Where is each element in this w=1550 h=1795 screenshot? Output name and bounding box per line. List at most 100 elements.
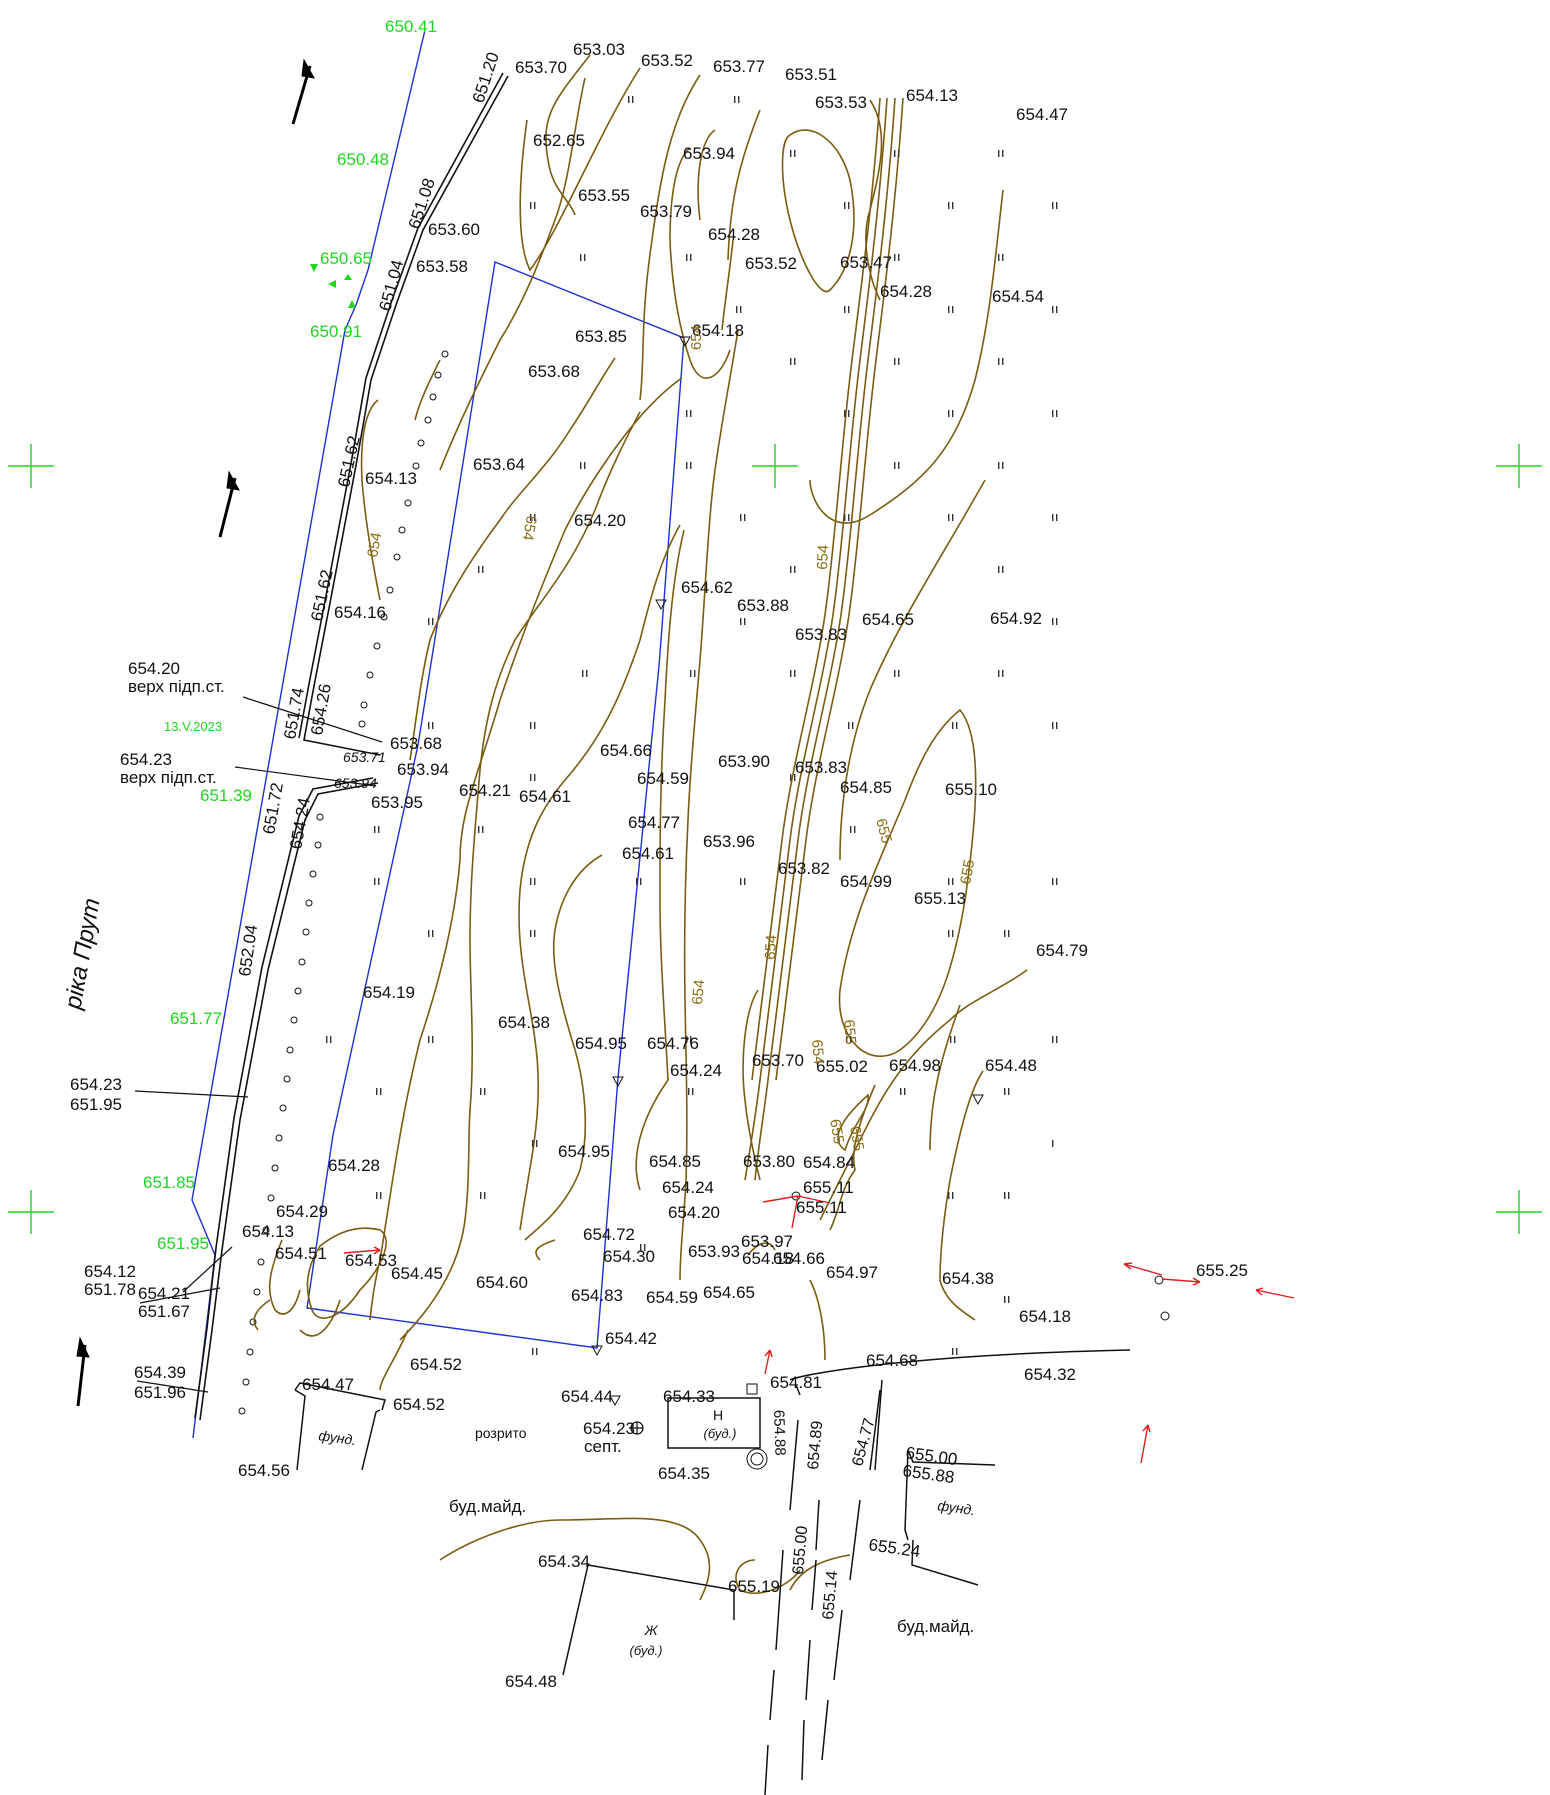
survey-boundary-line: [306, 261, 685, 1349]
wall-marks: 651.20 651.08 651.04 651.62 651.62 651.7…: [235, 50, 503, 978]
elevation: 654.51: [275, 1244, 327, 1263]
elevation: 654.28: [708, 225, 760, 244]
leader-lines: [134, 696, 383, 1393]
elevation: 654.48: [985, 1056, 1037, 1075]
elevation: 655.13: [914, 889, 966, 908]
elevation: 654.44: [561, 1387, 613, 1406]
contour-label: 655: [840, 1019, 859, 1045]
contour-label: 655: [872, 817, 895, 846]
elevation: 654.92: [990, 609, 1042, 628]
elevation: 654.98: [889, 1056, 941, 1075]
elevation: 654.35: [658, 1464, 710, 1483]
elevation: 653.47: [840, 253, 892, 272]
contour-label: 655: [846, 1125, 867, 1153]
elevation: 653.80: [743, 1152, 795, 1171]
contour-label: 654: [762, 934, 780, 960]
wall-mark: 651.62: [334, 434, 363, 489]
elevation: 655.11: [796, 1198, 847, 1217]
elevation: 654.20: [574, 511, 626, 530]
water-level: 650.41: [385, 17, 437, 36]
construction-site-1: буд.майд.: [449, 1497, 526, 1516]
embankment-dots: [238, 350, 449, 1415]
elevation: 653.85: [575, 327, 627, 346]
wall-mark: 651.62: [307, 568, 336, 623]
pair-bottom: 651.95: [70, 1095, 122, 1114]
elevation: 654.29: [276, 1202, 328, 1221]
elevation: 654.42: [605, 1329, 657, 1348]
elevation: 654.77: [628, 813, 680, 832]
elevation: 654.61: [519, 787, 571, 806]
elevation: 654.79: [1036, 941, 1088, 960]
elevation: 653.95: [371, 793, 423, 812]
elevation: 653.83: [795, 758, 847, 777]
building-zh-label: Ж: [644, 1622, 659, 1638]
green-markers: [310, 264, 356, 308]
elevation: 653.60: [428, 220, 480, 239]
elevation: 654.65: [703, 1283, 755, 1302]
elevation: 653.03: [573, 40, 625, 59]
elevation: 653.96: [703, 832, 755, 851]
support-wall-annotation-1: 654.20 верх підп.ст.: [128, 659, 225, 696]
structures: [294, 1349, 1131, 1795]
elevation: 654.23: [583, 1419, 635, 1438]
elevation: 654.38: [498, 1013, 550, 1032]
contour-label: 654: [814, 544, 832, 570]
elevation: 654.61: [622, 844, 674, 863]
elevation-pair-3: 654.21 651.67: [138, 1284, 190, 1321]
elevation: 653.52: [641, 51, 693, 70]
elevation: 654.33: [663, 1387, 715, 1406]
elevation: 654.24: [662, 1178, 714, 1197]
elevation: 654.45: [391, 1264, 443, 1283]
hatch-icon: [746, 1383, 768, 1470]
river-label: ріка Прут: [59, 896, 105, 1012]
elevation: 654.16: [334, 603, 386, 622]
elevation: 654.60: [476, 1273, 528, 1292]
elevation: 653.97: [741, 1232, 793, 1251]
elevation-pair-2: 654.12 651.78: [84, 1262, 136, 1299]
contour-label: 654: [519, 514, 540, 542]
elevation: 654.65: [862, 610, 914, 629]
elevation: 653.58: [416, 257, 468, 276]
elevation: 654.59: [637, 769, 689, 788]
contour-label: 654: [688, 325, 705, 350]
elevation: 653.79: [640, 202, 692, 221]
elevation: 654.72: [583, 1225, 635, 1244]
elevation: 654.34: [538, 1552, 590, 1571]
elevation: 655.10: [945, 780, 997, 799]
elevation-pair-4: 654.39 651.96: [134, 1363, 186, 1402]
elevation-labels: 653.70 653.03 653.52 653.77 653.51 653.5…: [238, 40, 1248, 1691]
elevation: 654.85: [840, 778, 892, 797]
dug-label: розрито: [475, 1425, 527, 1441]
water-level: 651.85: [143, 1173, 195, 1192]
contour-label: 654: [364, 531, 385, 559]
elevation: 653.68: [528, 362, 580, 381]
elevation: 653.90: [718, 752, 770, 771]
pair-top: 654.39: [134, 1363, 186, 1382]
elevation: 654.19: [363, 983, 415, 1002]
elevation: 654.47: [302, 1375, 354, 1394]
contour-lines: [253, 54, 1028, 1601]
elevation: 654.66: [773, 1249, 825, 1268]
water-level-labels: 650.41 650.48 650.65 650.91 651.39 651.7…: [143, 17, 437, 1253]
elevation: 654.47: [1016, 105, 1068, 124]
wall-mark: 651.72: [259, 781, 287, 836]
elevation-pair-1: 654.23 651.95: [70, 1075, 122, 1114]
pair-bottom: 651.96: [134, 1383, 186, 1402]
building-n-sub: (буд.): [704, 1426, 737, 1441]
water-level: 650.91: [310, 322, 362, 341]
elevation: 653.88: [737, 596, 789, 615]
wall-mark: 653.94: [334, 775, 377, 791]
support-wall-annotation-2: 654.23 верх підп.ст.: [120, 750, 217, 787]
pair-top: 654.21: [138, 1284, 190, 1303]
elevation: 654.13: [242, 1222, 294, 1241]
elevation: 653.70: [752, 1051, 804, 1070]
elevation: 653.70: [515, 58, 567, 77]
elevation: 654.76: [647, 1034, 699, 1053]
vertical-mark: 654.88: [770, 1410, 789, 1456]
elevation: 653.55: [578, 186, 630, 205]
annotation-value: 654.20: [128, 659, 180, 678]
water-level: 651.39: [200, 786, 252, 805]
wall-mark: 651.20: [469, 50, 503, 105]
elevation: 654.84: [803, 1153, 855, 1172]
